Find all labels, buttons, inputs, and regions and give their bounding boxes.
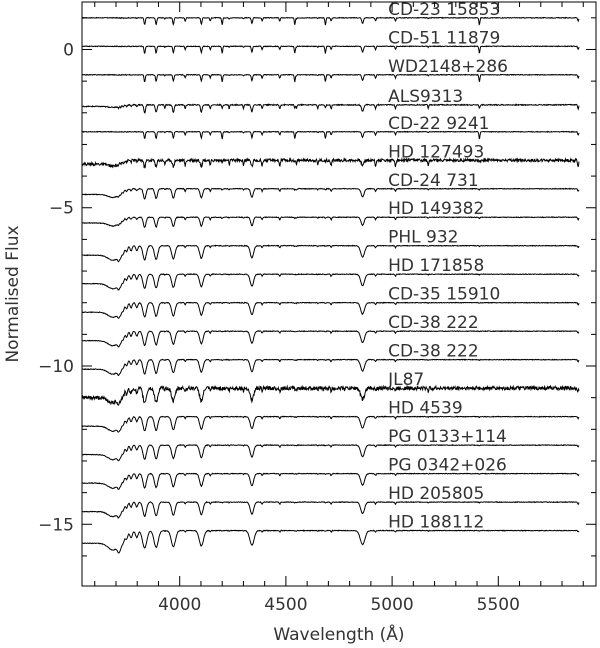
- series-label: CD-51 11879: [388, 28, 500, 48]
- series-label: CD-38 222: [388, 342, 479, 362]
- series-label: HD 171858: [388, 256, 484, 276]
- spectrum-line: [81, 358, 580, 377]
- spectrum-line: [81, 273, 580, 291]
- series-label: CD-23 15853: [388, 0, 500, 20]
- series-label: CD-35 15910: [388, 285, 500, 305]
- y-tick-label: −5: [49, 199, 74, 219]
- spectrum-line: [81, 472, 580, 490]
- spectrum-line: [81, 330, 580, 348]
- x-axis-title: Wavelength (Å): [273, 623, 404, 645]
- spectrum-line: [81, 45, 580, 55]
- spectrum-line: [81, 500, 580, 519]
- series-label: HD 4539: [388, 399, 463, 419]
- series-label: PHL 932: [388, 228, 458, 248]
- y-axis-title: Normalised Flux: [3, 225, 23, 362]
- series-label: HD 127493: [388, 142, 484, 162]
- spectrum-line: [81, 443, 580, 462]
- x-tick-label: 5500: [477, 595, 520, 615]
- x-tick-label: 4000: [158, 595, 201, 615]
- y-tick-label: 0: [63, 40, 74, 60]
- series-label: PG 0133+114: [388, 427, 507, 447]
- spectrum-line: [81, 103, 580, 114]
- axes: 4000 4500 5000 5500 0 −5 −10 −15: [38, 1, 597, 615]
- series-label: PG 0342+026: [388, 456, 507, 476]
- spectrum-line: [81, 187, 580, 200]
- series-label: CD-24 731: [388, 171, 479, 191]
- spectrum-line: [82, 216, 580, 229]
- spectrum-line: [81, 301, 580, 319]
- spectrum-line: [81, 384, 580, 406]
- series-label: HD 205805: [388, 484, 484, 504]
- series-label: WD2148+286: [388, 57, 508, 77]
- spectrum-line: [81, 415, 580, 433]
- y-tick-label: −15: [38, 515, 74, 535]
- y-tick-label: −10: [38, 357, 74, 377]
- series-layer: [81, 16, 580, 554]
- spectrum-line: [81, 244, 580, 263]
- spectrum-line: [82, 16, 580, 26]
- series-label: ALS9313: [388, 87, 463, 107]
- series-label: HD 149382: [388, 199, 484, 219]
- spectrum-line: [82, 529, 580, 554]
- series-label: CD-38 222: [388, 313, 479, 333]
- series-label: CD-22 9241: [388, 114, 489, 134]
- series-labels: CD-23 15853 CD-51 11879 WD2148+286 ALS9313 C…: [387, 0, 508, 533]
- x-tick-label: 5000: [370, 595, 413, 615]
- spectrum-line: [81, 130, 580, 140]
- series-label: HD 188112: [388, 513, 484, 533]
- spectrum-line: [81, 73, 580, 83]
- series-label: JL87: [387, 370, 424, 390]
- plot-frame: [81, 1, 597, 587]
- x-tick-label: 4500: [264, 595, 307, 615]
- spectrum-line: [81, 156, 580, 169]
